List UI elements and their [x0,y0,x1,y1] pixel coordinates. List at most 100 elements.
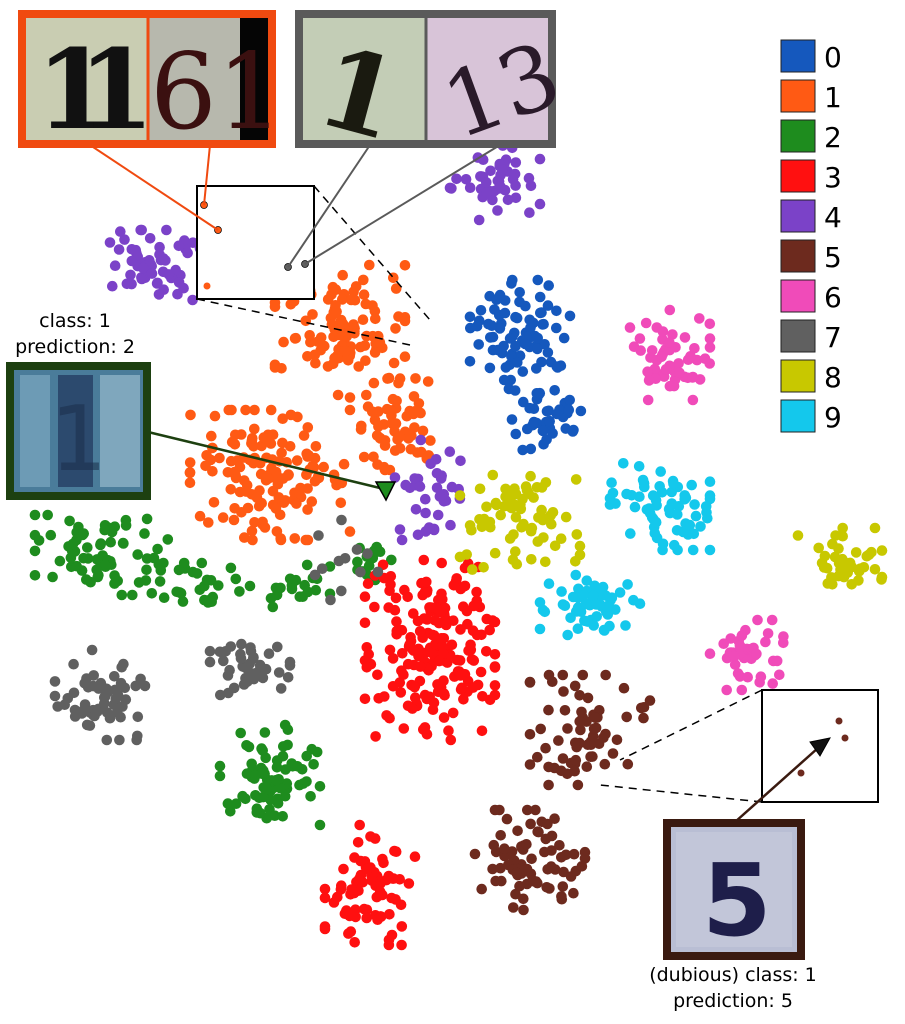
scatter-point-class-3 [379,691,390,702]
scatter-point-class-0 [552,362,563,373]
scatter-point-class-4 [534,198,546,210]
scatter-point-class-7 [339,553,351,564]
scatter-point-class-1 [302,504,313,515]
scatter-point-class-9 [602,601,613,612]
scatter-point-class-1 [330,300,341,311]
scatter-point-class-6 [734,671,746,682]
scatter-point-class-1 [358,451,370,463]
scatter-point-class-1 [344,404,356,416]
scatter-point-class-2 [308,759,319,770]
scatter-point-class-3 [455,670,466,681]
scatter-point-class-5 [554,840,565,851]
scatter-point-class-8 [574,549,586,561]
scatter-point-class-5 [469,848,481,860]
scatter-point-class-8 [827,538,838,550]
scatter-point-class-3 [427,647,438,659]
scatter-point-class-2 [257,791,269,803]
scatter-point-class-5 [579,846,591,858]
scatter-point-class-9 [672,509,683,520]
legend-label-2: 2 [824,121,842,154]
scatter-point-class-2 [225,562,237,574]
scatter-point-class-6 [751,648,762,660]
scatter-point-class-1 [184,467,196,478]
scatter-point-class-4 [481,177,492,188]
scatter-point-class-6 [752,614,763,626]
scatter-point-class-4 [113,244,125,255]
scatter-point-class-9 [684,519,696,531]
scatter-point-class-8 [509,483,520,495]
scatter-point-class-5 [585,739,597,750]
scatter-point-class-3 [352,837,364,848]
scatter-point-class-8 [792,530,804,541]
zoom-point-5 [835,717,843,725]
scatter-point-class-5 [557,753,569,764]
connector-line [147,430,381,490]
scatter-point-class-4 [431,482,443,494]
scatter-point-class-1 [409,422,420,433]
scatter-point-class-3 [438,712,450,723]
scatter-point-class-2 [214,770,226,782]
scatter-point-class-3 [461,605,473,617]
scatter-point-class-5 [600,669,611,681]
scatter-point-class-0 [542,347,554,358]
scatter-point-class-9 [582,616,593,627]
scatter-point-class-8 [485,521,496,533]
scatter-point-class-8 [490,497,502,509]
scatter-point-class-4 [182,247,193,259]
scatter-point-class-3 [421,576,432,588]
scatter-point-class-3 [383,602,395,613]
scatter-point-class-4 [460,174,472,185]
scatter-point-class-1 [353,361,365,372]
scatter-point-class-8 [570,474,582,485]
scatter-point-class-3 [439,690,450,701]
scatter-point-class-2 [301,776,312,787]
scatter-point-class-2 [294,591,306,602]
scatter-point-class-5 [542,818,553,830]
scatter-point-class-3 [391,616,402,627]
scatter-point-class-2 [141,513,153,525]
scatter-point-class-1 [240,486,252,497]
legend-swatch-1 [780,79,816,113]
scatter-point-class-1 [273,492,285,503]
scatter-point-class-0 [499,307,511,319]
scatter-point-class-2 [91,564,102,576]
scatter-point-class-5 [587,730,599,742]
scatter-point-class-3 [471,595,483,607]
scatter-point-class-1 [360,298,372,310]
scatter-point-class-6 [624,322,636,333]
scatter-point-class-5 [501,813,513,825]
scatter-point-class-3 [362,578,374,589]
scatter-point-class-1 [364,259,375,271]
scatter-point-class-9 [604,620,615,632]
scatter-point-class-7 [313,530,324,541]
scatter-point-class-1 [410,373,421,384]
scatter-point-class-8 [540,556,551,568]
scatter-point-class-7 [68,658,79,670]
scatter-point-class-0 [512,357,523,368]
scatter-point-class-0 [538,318,549,330]
scatter-point-class-0 [509,385,521,396]
connector-line [203,144,211,206]
scatter-point-class-9 [687,544,699,556]
scatter-point-class-3 [489,689,501,701]
scatter-point-class-5 [540,742,551,754]
scatter-point-class-1 [369,347,381,358]
scatter-point-class-2 [278,741,289,752]
scatter-point-class-1 [391,395,402,407]
scatter-point-class-7 [248,653,259,664]
scatter-point-class-0 [564,310,576,322]
scatter-point-class-2 [78,552,89,564]
scatter-point-class-2 [222,798,234,809]
scatter-point-class-2 [206,596,217,607]
scatter-point-class-8 [476,521,488,533]
arrow-marker [374,481,397,502]
scatter-point-class-3 [475,666,487,678]
scatter-point-class-1 [302,422,314,433]
scatter-point-class-5 [544,883,555,894]
scatter-point-class-3 [432,679,443,690]
scatter-point-class-5 [526,853,537,865]
scatter-point-class-2 [95,539,106,551]
scatter-point-class-5 [522,804,533,816]
scatter-point-class-7 [257,672,269,684]
arrow-marker [809,737,831,757]
